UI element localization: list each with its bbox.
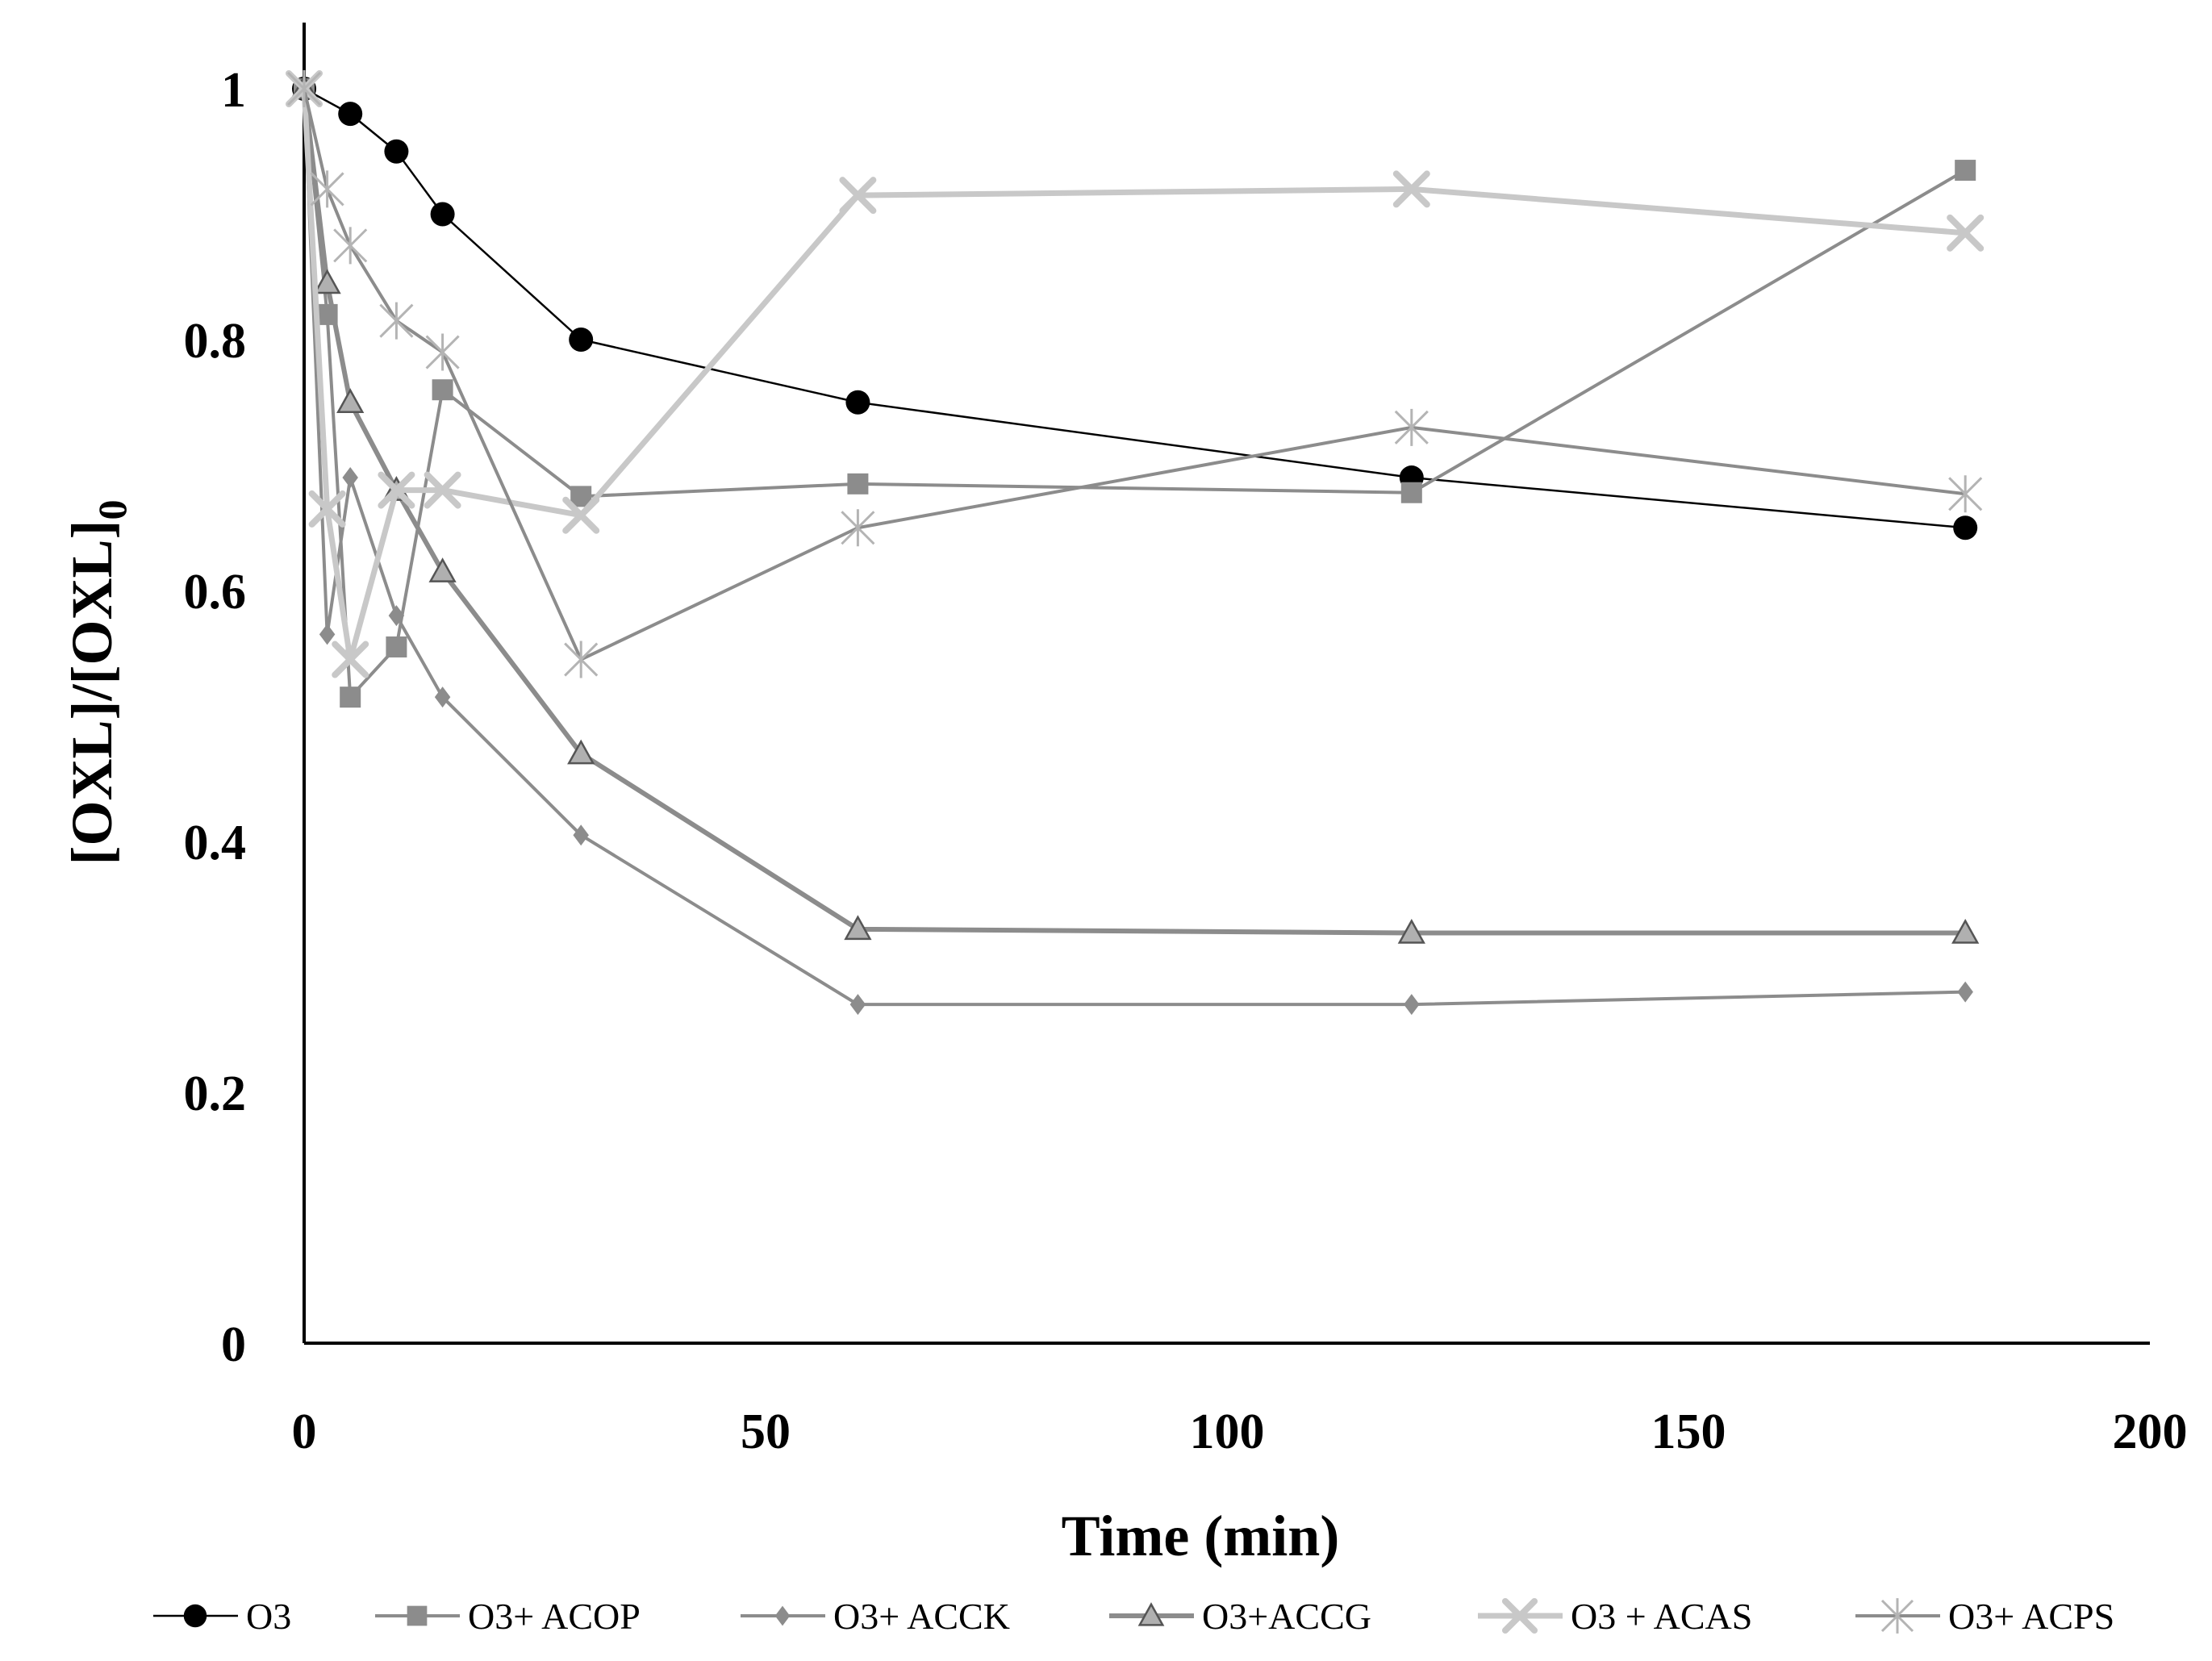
series-o3-acop (294, 78, 1976, 708)
marker-diamond (573, 824, 589, 846)
series-o3-acck (296, 78, 1973, 1016)
series-layer (286, 70, 1985, 1016)
marker-star (286, 70, 322, 107)
marker-diamond (774, 1605, 791, 1626)
y-tick-label: 0.2 (184, 1066, 247, 1121)
y-tick-label: 0.4 (184, 816, 247, 870)
marker-star (379, 302, 414, 340)
series-o3 (292, 77, 1978, 540)
marker-x (1947, 214, 1985, 252)
marker-star (841, 509, 875, 547)
marker-triangle (336, 388, 365, 413)
marker-circle (183, 1604, 207, 1628)
marker-triangle (567, 739, 595, 765)
marker-star (333, 227, 368, 265)
legend-label: O3+ ACCK (833, 1596, 1010, 1637)
marker-square (340, 687, 361, 708)
marker-triangle (844, 915, 872, 941)
legend-item: O3+ ACPS (1855, 1596, 2114, 1637)
marker-x (1392, 170, 1430, 208)
series-line (303, 88, 1966, 1007)
legend-label: O3 (246, 1596, 291, 1637)
legend-item: O3 + ACAS (1478, 1596, 1752, 1637)
y-tick-label: 1 (221, 63, 246, 118)
marker-x (378, 471, 415, 509)
series-line (303, 87, 1966, 529)
marker-star (425, 333, 460, 371)
marker-diamond (342, 467, 358, 489)
marker-x (424, 471, 461, 509)
marker-square (1400, 482, 1422, 503)
marker-diamond (1404, 994, 1420, 1016)
marker-star (1948, 475, 1983, 513)
marker-star (564, 641, 599, 678)
y-tick-label: 0.8 (184, 314, 247, 369)
marker-square (386, 636, 407, 657)
y-tick-labels: 0 0.2 0.4 0.6 0.8 1 (184, 63, 247, 1372)
legend-label: O3+ACCG (1202, 1596, 1371, 1637)
x-tick-label: 0 (292, 1404, 317, 1459)
series-o3-acps (286, 70, 1983, 678)
legend-item: O3 (153, 1596, 291, 1637)
marker-star (1394, 408, 1429, 446)
x-tick-label: 50 (741, 1404, 791, 1459)
marker-triangle (1397, 918, 1425, 944)
marker-circle (845, 390, 870, 415)
x-tick-label: 150 (1651, 1404, 1726, 1459)
marker-square (432, 379, 453, 401)
y-tick-label: 0.6 (184, 565, 247, 620)
marker-x (1501, 1597, 1538, 1634)
series-line (303, 88, 1967, 699)
marker-circle (569, 328, 594, 352)
marker-circle (338, 102, 363, 127)
y-axis-title-main: [OXL]/[OXL] (60, 520, 124, 866)
legend: O3 O3+ ACOP O3+ ACCK O3+ACCG O3 + ACAS O3+ AC… (153, 1596, 2114, 1637)
marker-circle (1953, 515, 1978, 540)
legend-item: O3+ ACOP (375, 1596, 641, 1637)
axes (303, 23, 2150, 1345)
marker-x (562, 496, 600, 534)
series-line (301, 88, 1966, 663)
marker-triangle (1951, 918, 1980, 944)
marker-diamond (319, 624, 336, 645)
marker-square (407, 1605, 428, 1626)
legend-label: O3+ ACPS (1948, 1596, 2114, 1637)
marker-circle (384, 139, 409, 164)
legend-label: O3 + ACAS (1571, 1596, 1752, 1637)
marker-star (310, 170, 344, 208)
marker-diamond (434, 687, 451, 708)
marker-square (1955, 160, 1976, 182)
marker-circle (430, 202, 455, 227)
x-tick-labels: 0 50 100 150 200 (292, 1404, 2188, 1459)
series-o3-acas (286, 70, 1985, 678)
marker-diamond (388, 605, 405, 627)
marker-triangle (1137, 1602, 1165, 1626)
marker-x (839, 177, 877, 215)
x-tick-label: 100 (1190, 1404, 1265, 1459)
y-axis-title: [OXL]/[OXL]0 (60, 500, 135, 866)
y-tick-label: 0 (221, 1317, 246, 1372)
marker-triangle (313, 269, 341, 294)
marker-diamond (849, 994, 866, 1016)
marker-x (332, 641, 369, 678)
marker-square (847, 473, 869, 495)
x-tick-label: 200 (2113, 1404, 2188, 1459)
legend-label: O3+ ACOP (468, 1596, 641, 1637)
marker-diamond (1957, 981, 1973, 1003)
legend-item: O3+ACCG (1109, 1596, 1371, 1637)
y-axis-title-subscript: 0 (90, 500, 135, 520)
legend-item: O3+ ACCK (741, 1596, 1010, 1637)
marker-star (1880, 1598, 1914, 1634)
marker-triangle (428, 557, 457, 582)
series-line (303, 88, 1966, 661)
x-axis-title: Time (min) (1062, 1504, 1340, 1568)
marker-x (308, 490, 346, 528)
